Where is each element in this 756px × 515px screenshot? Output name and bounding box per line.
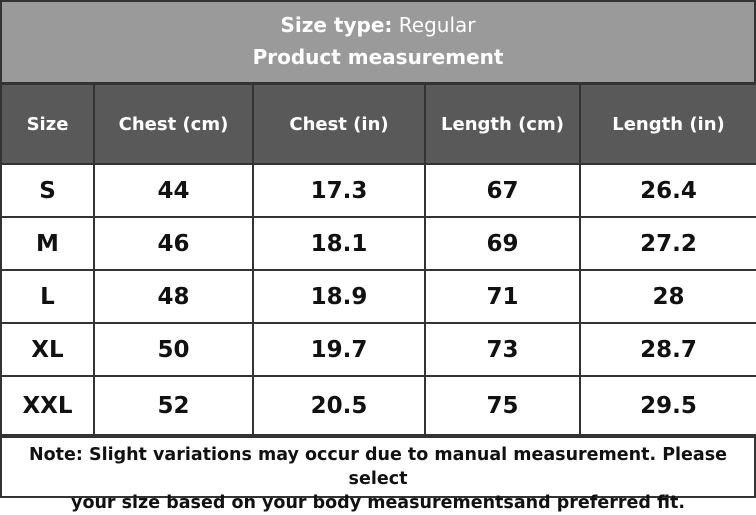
table-row: M 46 18.1 69 27.2 [0,216,756,271]
note-line-1: Note: Slight variations may occur due to… [28,445,728,489]
cell-length-in: 28.7 [579,322,756,377]
cell-length-cm: 69 [424,216,581,271]
table-row: XXL 52 20.5 75 29.5 [0,375,756,436]
table-row: L 48 18.9 71 28 [0,269,756,324]
cell-size: XL [0,322,95,377]
cell-length-cm: 75 [424,375,581,436]
cell-chest-in: 18.9 [252,269,426,324]
cell-chest-cm: 44 [93,163,254,218]
cell-length-in: 26.4 [579,163,756,218]
table-header-row: Size Chest (cm) Chest (in) Length (cm) L… [0,83,756,165]
column-header-length-cm: Length (cm) [424,83,581,165]
cell-size: M [0,216,95,271]
cell-chest-in: 18.1 [252,216,426,271]
size-table: Size Chest (cm) Chest (in) Length (cm) L… [0,83,756,436]
size-type-value: Regular [398,13,476,37]
title-block: Size type: Regular Product measurement [0,0,756,84]
product-measurement-title: Product measurement [252,45,504,69]
cell-length-in: 28 [579,269,756,324]
column-header-size: Size [0,83,95,165]
cell-chest-cm: 48 [93,269,254,324]
column-header-length-in: Length (in) [579,83,756,165]
cell-chest-in: 19.7 [252,322,426,377]
cell-size: S [0,163,95,218]
cell-chest-in: 20.5 [252,375,426,436]
column-header-chest-cm: Chest (cm) [93,83,254,165]
cell-length-in: 29.5 [579,375,756,436]
cell-length-cm: 71 [424,269,581,324]
cell-chest-cm: 52 [93,375,254,436]
note-line-2: your size based on your body measurement… [71,493,685,513]
size-type-label: Size type: [280,13,393,37]
cell-chest-cm: 50 [93,322,254,377]
cell-length-in: 27.2 [579,216,756,271]
size-type-line: Size type: Regular [2,12,754,38]
cell-length-cm: 73 [424,322,581,377]
cell-size: XXL [0,375,95,436]
cell-size: L [0,269,95,324]
cell-chest-in: 17.3 [252,163,426,218]
cell-length-cm: 67 [424,163,581,218]
note-block: Note: Slight variations may occur due to… [0,436,756,513]
column-header-chest-in: Chest (in) [252,83,426,165]
table-row: S 44 17.3 67 26.4 [0,163,756,218]
table-row: XL 50 19.7 73 28.7 [0,322,756,377]
cell-chest-cm: 46 [93,216,254,271]
